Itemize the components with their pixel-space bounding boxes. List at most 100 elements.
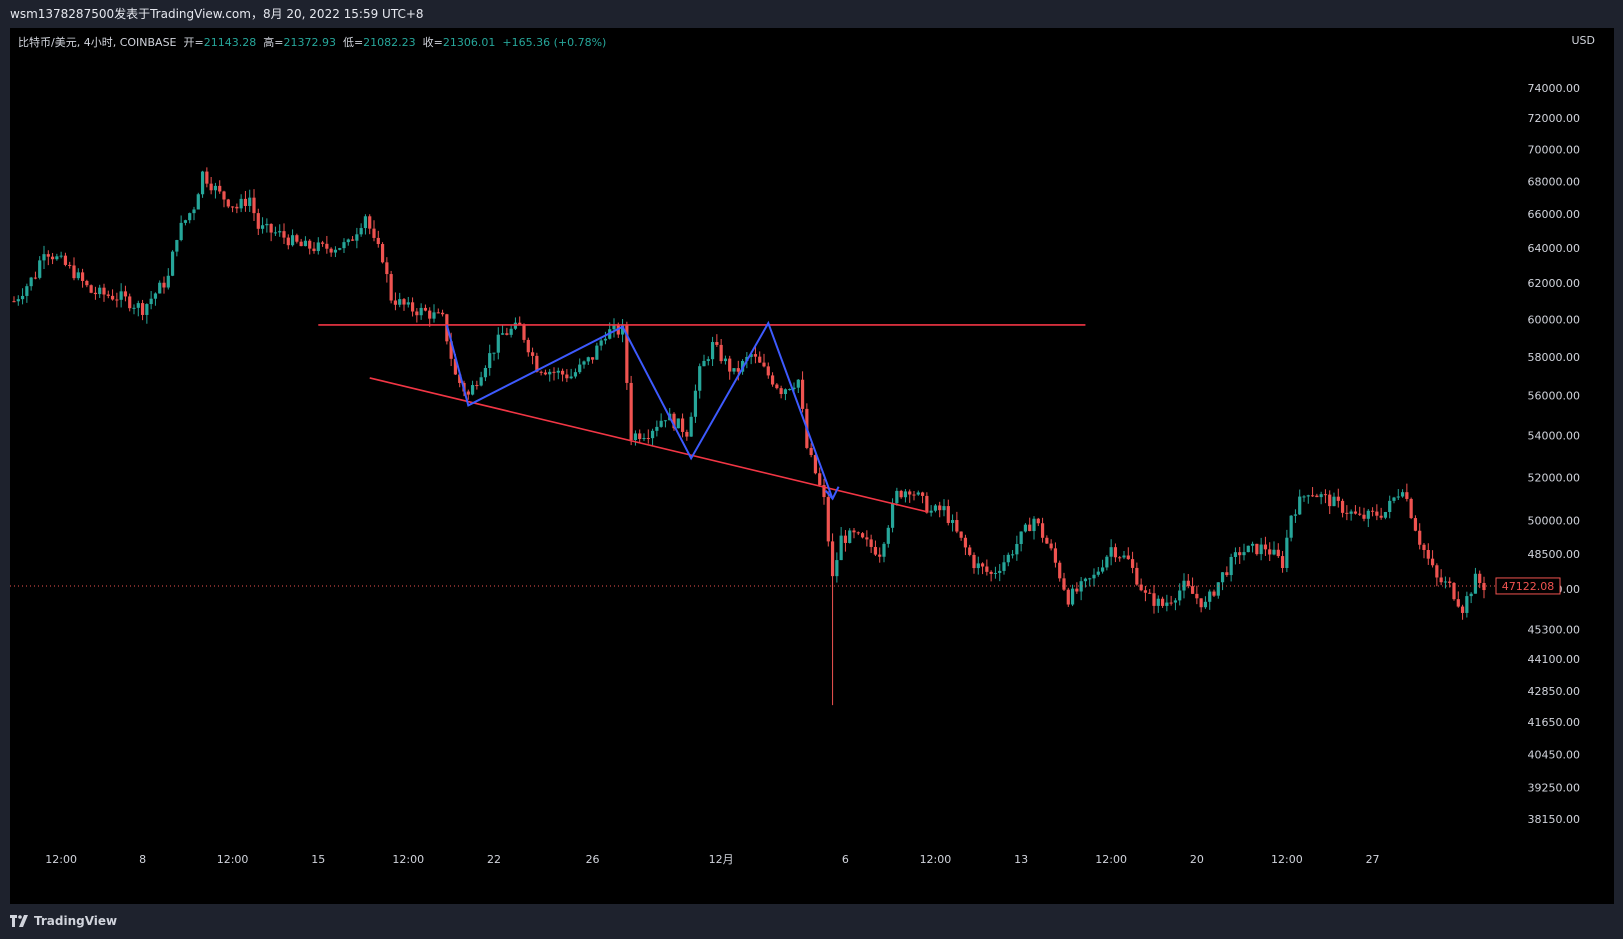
candle-body xyxy=(586,357,590,362)
candle xyxy=(916,490,920,496)
candle xyxy=(213,182,218,199)
candle-body xyxy=(826,497,830,542)
candle xyxy=(578,358,582,374)
candle-body xyxy=(985,566,989,572)
candle xyxy=(1208,589,1212,610)
candle xyxy=(1452,582,1456,601)
candle xyxy=(1088,577,1092,587)
publish-info-bar: wsm1378287500发表于TradingView.com，8月 20, 2… xyxy=(0,0,1623,28)
time-tick-label: 12:00 xyxy=(1095,853,1127,866)
candle xyxy=(689,412,693,437)
price-tick-label: 50000.00 xyxy=(1528,515,1581,528)
candle xyxy=(342,238,346,254)
price-chart[interactable]: 74000.00 72000.00 70000.00 68000.00 66000.00… xyxy=(10,28,1614,904)
candle xyxy=(1315,493,1319,498)
chart-area[interactable]: 74000.00 72000.00 70000.00 68000.00 66000.00… xyxy=(10,28,1614,904)
candle xyxy=(136,300,140,317)
candle xyxy=(290,229,295,247)
candle-body xyxy=(1298,496,1302,515)
candle-body xyxy=(706,359,710,361)
candle-body xyxy=(196,194,200,210)
candle-body xyxy=(800,379,805,409)
candle-body xyxy=(1023,524,1028,532)
candle-body xyxy=(1118,557,1122,559)
candle-body xyxy=(818,473,822,486)
currency-label[interactable]: USD xyxy=(1571,34,1595,47)
candle-body xyxy=(835,560,839,577)
candle-body xyxy=(278,231,282,233)
candle-body xyxy=(149,298,153,305)
candle xyxy=(1028,517,1032,532)
candle-body xyxy=(1096,571,1100,575)
candle xyxy=(1268,542,1272,562)
price-tick-label: 56000.00 xyxy=(1528,390,1581,403)
candle xyxy=(1156,595,1160,613)
candle xyxy=(59,251,63,259)
candle xyxy=(715,334,719,347)
candle-body xyxy=(663,420,668,422)
candle-body xyxy=(299,241,303,247)
candle-body xyxy=(1285,537,1289,568)
candle-body xyxy=(890,503,895,528)
candle-body xyxy=(1045,537,1049,544)
candle xyxy=(728,355,732,380)
candle-body xyxy=(788,389,792,391)
candle xyxy=(1049,539,1053,551)
candle-body xyxy=(1070,588,1075,605)
candle xyxy=(260,217,265,234)
candle xyxy=(85,279,89,288)
time-axis[interactable]: 12:00 8 12:00 15 12:00 22 26 12月 6 12:00 13 12:00 20… xyxy=(45,853,1379,866)
candle-body xyxy=(1229,556,1233,576)
candle-body xyxy=(145,304,149,315)
candle xyxy=(205,167,209,188)
candle-body xyxy=(1199,598,1203,608)
candle-body xyxy=(1315,495,1319,498)
candle-body xyxy=(1418,530,1422,545)
candle-body xyxy=(333,249,338,253)
candle xyxy=(1186,573,1190,589)
candle xyxy=(479,371,483,387)
candle xyxy=(89,284,93,294)
candle xyxy=(1469,592,1473,604)
candle-body xyxy=(925,495,929,513)
candle xyxy=(959,531,963,541)
candle xyxy=(1233,547,1238,565)
candle xyxy=(1405,483,1409,502)
candle-body xyxy=(1079,581,1083,592)
price-tick-label: 38150.00 xyxy=(1528,813,1581,826)
candle xyxy=(723,355,728,365)
candle-body xyxy=(1259,544,1263,555)
candle-body xyxy=(852,530,856,533)
candle xyxy=(1272,541,1276,556)
candle-body xyxy=(470,385,475,395)
candle-body xyxy=(308,240,312,249)
candle xyxy=(1336,488,1340,508)
candle-body xyxy=(526,339,530,353)
candle-body xyxy=(680,418,685,432)
candle-body xyxy=(505,333,509,335)
candle-body xyxy=(380,244,385,263)
candle xyxy=(175,239,179,257)
candle xyxy=(183,219,188,226)
candle-body xyxy=(1323,494,1328,496)
candle xyxy=(650,428,655,447)
candle-body xyxy=(355,234,359,241)
candle-body xyxy=(1246,545,1250,553)
candle xyxy=(325,235,329,254)
candle-body xyxy=(1306,495,1310,497)
candle-body xyxy=(1345,512,1349,514)
tradingview-logo[interactable]: TradingView xyxy=(10,914,117,928)
candle-body xyxy=(646,438,650,440)
price-axis[interactable]: 74000.00 72000.00 70000.00 68000.00 66000.00… xyxy=(10,82,1580,826)
candle-body xyxy=(942,506,946,511)
candle-body xyxy=(389,274,393,301)
candle-body xyxy=(655,426,659,431)
candle-body xyxy=(710,342,715,360)
candle xyxy=(672,412,676,431)
candle-body xyxy=(42,254,46,261)
candle xyxy=(1096,567,1100,577)
candle-body xyxy=(813,455,818,474)
time-tick-label: 6 xyxy=(842,853,849,866)
candle xyxy=(423,304,428,312)
candle xyxy=(312,242,316,254)
